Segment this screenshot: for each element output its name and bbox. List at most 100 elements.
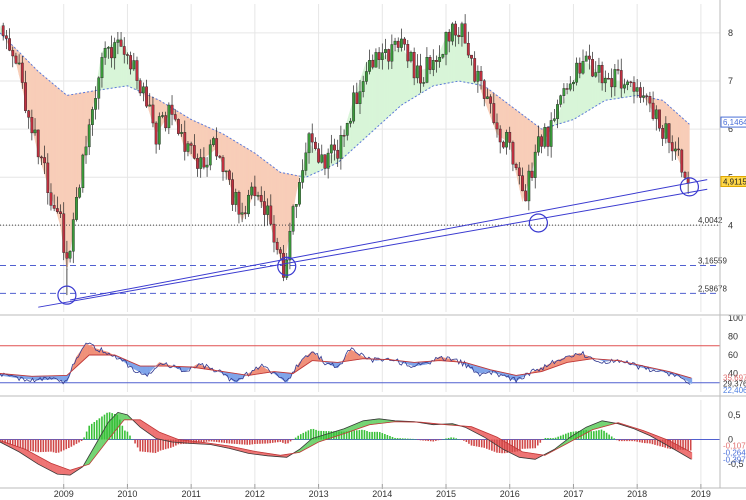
candle-body [33, 129, 37, 134]
x-tick-label: 2019 [691, 489, 711, 499]
macd-histogram-bar [394, 437, 396, 440]
candle-body [533, 151, 537, 178]
macd-histogram-bar [228, 439, 231, 444]
candle-body [610, 78, 614, 88]
candle-body [556, 104, 559, 119]
macd-histogram-bar [223, 439, 226, 443]
candle-body [642, 95, 645, 98]
x-tick-label: 2014 [372, 489, 392, 499]
candle-body [278, 249, 282, 254]
macd-histogram-bar [669, 439, 672, 449]
macd-histogram-bar [78, 439, 80, 443]
candle-body [84, 146, 88, 156]
price-tag-label: 4,9115 [723, 178, 746, 187]
macd-histogram-bar [595, 430, 598, 440]
macd-histogram-bar [47, 439, 50, 452]
macd-histogram-bar [327, 431, 330, 440]
x-tick-label: 2010 [117, 489, 137, 499]
candle-body [307, 133, 311, 154]
candle-body [476, 70, 480, 82]
macd-histogram-bar [353, 430, 356, 440]
candle-body [524, 190, 528, 202]
candle-body [543, 127, 547, 147]
candle-body [97, 77, 101, 99]
macd-histogram-bar [419, 439, 422, 441]
macd-histogram-bar [111, 413, 113, 440]
rsi-tick-label: 40 [728, 369, 738, 379]
macd-histogram-bar [220, 439, 223, 443]
macd-histogram-bar [526, 439, 529, 449]
macd-histogram-bar [493, 439, 496, 452]
macd-histogram-bar [519, 439, 521, 451]
candle-body [212, 138, 215, 145]
candle-body [422, 82, 426, 84]
macd-histogram-bar [636, 439, 638, 442]
macd-histogram-bar [287, 439, 289, 444]
candle-body [358, 91, 362, 104]
macd-histogram-bar [376, 431, 379, 440]
candle-body [479, 70, 483, 81]
candle-body [81, 154, 85, 189]
candle-body [288, 231, 292, 261]
candle-body [167, 104, 171, 129]
macd-histogram-bar [157, 439, 159, 452]
macd-histogram-bar [144, 439, 147, 452]
macd-histogram-bar [582, 430, 585, 440]
trend-line [69, 179, 708, 301]
candle-body [336, 149, 340, 159]
candle-body [263, 201, 266, 215]
macd-value-tag: -0,2642 [723, 448, 746, 457]
candle-body [24, 82, 27, 111]
macd-histogram-bar [9, 439, 11, 445]
candle-body [170, 104, 174, 115]
macd-histogram-bar [266, 439, 269, 444]
candle-body [8, 38, 11, 51]
candle-body [266, 205, 270, 215]
macd-histogram-bar [381, 433, 384, 440]
candle-body [301, 170, 305, 183]
candle-body [345, 122, 349, 136]
candle-body [403, 38, 407, 45]
candle-body [192, 145, 196, 159]
candle-body [377, 52, 381, 60]
macd-histogram-bar [96, 420, 98, 440]
macd-histogram-bar [6, 439, 9, 444]
candle-body [250, 186, 254, 196]
macd-tick-label: 0 [728, 435, 733, 445]
candle-body [406, 44, 410, 62]
macd-panel[interactable]: 0,5 0 -0,5 -0,1078-0,2642-0,3971 [0, 400, 746, 484]
macd-histogram-bar [580, 430, 582, 440]
macd-histogram-bar [600, 429, 603, 440]
candle-body [546, 127, 550, 147]
candle-body [122, 46, 126, 55]
macd-tick-label: 0,5 [728, 410, 741, 420]
macd-histogram-bar [259, 439, 261, 444]
macd-histogram-bar [55, 439, 57, 453]
price-tick-label: 7 [728, 76, 733, 86]
macd-histogram-bar [139, 439, 141, 452]
macd-histogram-bar [177, 439, 180, 445]
candle-body [594, 72, 598, 77]
macd-tick-label: -0,5 [728, 459, 744, 469]
macd-histogram-bar [343, 431, 345, 440]
candle-body [17, 62, 21, 65]
macd-histogram-bar [203, 439, 205, 443]
candle-body [425, 57, 429, 83]
candle-body [224, 170, 228, 173]
macd-histogram-bar [358, 430, 361, 440]
candle-body [68, 251, 72, 259]
candle-body [632, 82, 636, 92]
candle-body [629, 81, 633, 84]
macd-histogram-bar [401, 438, 404, 440]
candle-body [667, 123, 671, 143]
macd-histogram-bar [615, 439, 618, 441]
candle-body [447, 32, 451, 42]
macd-histogram-bar [399, 438, 401, 440]
macd-histogram-bar [310, 429, 312, 440]
candle-body [482, 80, 486, 99]
candle-body [568, 83, 572, 90]
macd-histogram-bar [83, 437, 85, 440]
